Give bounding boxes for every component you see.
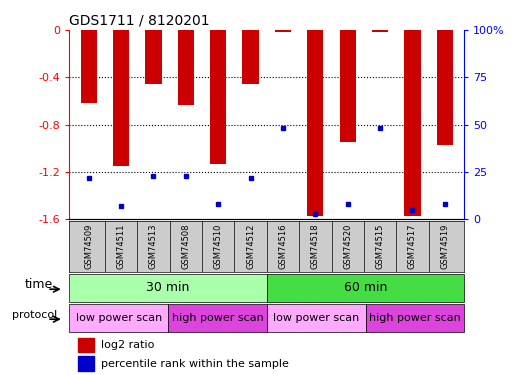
Text: GSM74516: GSM74516 <box>279 224 287 269</box>
Bar <box>267 304 365 332</box>
Text: high power scan: high power scan <box>369 313 461 323</box>
Text: percentile rank within the sample: percentile rank within the sample <box>101 359 289 369</box>
Bar <box>113 30 129 166</box>
Text: low power scan: low power scan <box>273 313 359 323</box>
Bar <box>177 30 194 105</box>
Text: GSM74513: GSM74513 <box>149 224 158 269</box>
Text: 60 min: 60 min <box>344 281 387 294</box>
Bar <box>340 30 356 142</box>
Bar <box>78 356 94 371</box>
Bar <box>437 30 453 145</box>
Bar <box>69 274 267 302</box>
Text: GSM74509: GSM74509 <box>84 224 93 269</box>
Bar <box>210 30 226 164</box>
Bar <box>365 304 464 332</box>
Bar <box>243 30 259 84</box>
Text: GSM74518: GSM74518 <box>311 224 320 269</box>
Text: GSM74517: GSM74517 <box>408 224 417 269</box>
Text: GSM74520: GSM74520 <box>343 224 352 269</box>
Bar <box>404 30 421 216</box>
Bar <box>81 30 97 104</box>
Text: 30 min: 30 min <box>146 281 190 294</box>
Bar <box>267 274 464 302</box>
Bar <box>168 304 267 332</box>
Text: GSM74519: GSM74519 <box>440 224 449 269</box>
Bar <box>145 30 162 84</box>
Text: log2 ratio: log2 ratio <box>101 340 154 350</box>
Bar <box>372 30 388 32</box>
Text: low power scan: low power scan <box>75 313 162 323</box>
Bar <box>78 338 94 352</box>
Text: GDS1711 / 8120201: GDS1711 / 8120201 <box>69 13 210 27</box>
Text: GSM74515: GSM74515 <box>376 224 385 269</box>
Bar <box>69 304 168 332</box>
Text: high power scan: high power scan <box>171 313 263 323</box>
Bar <box>307 30 323 216</box>
Text: time: time <box>24 279 52 291</box>
Text: GSM74511: GSM74511 <box>116 224 126 269</box>
Text: protocol: protocol <box>12 310 58 320</box>
Text: GSM74510: GSM74510 <box>214 224 223 269</box>
Bar <box>275 30 291 32</box>
Text: GSM74512: GSM74512 <box>246 224 255 269</box>
Text: GSM74508: GSM74508 <box>181 224 190 269</box>
